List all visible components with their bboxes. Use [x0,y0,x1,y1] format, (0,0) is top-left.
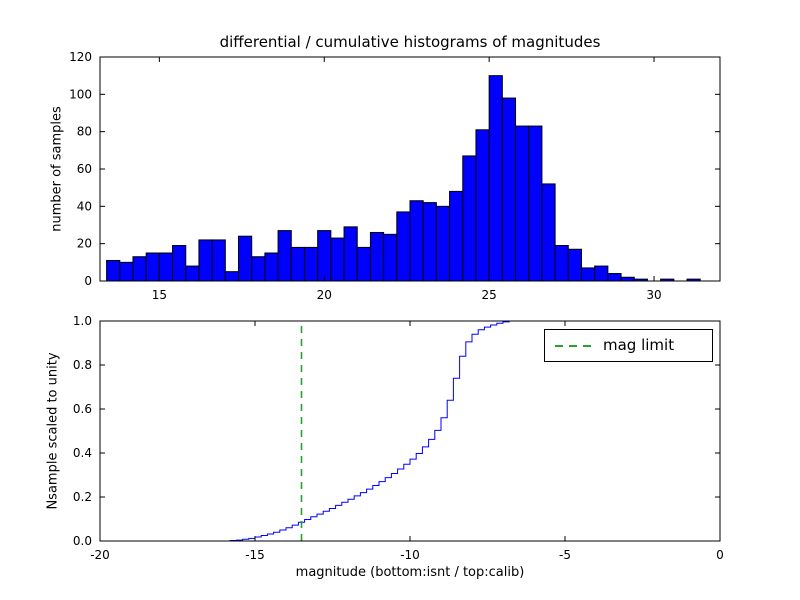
svg-text:0.6: 0.6 [73,402,92,416]
svg-text:0: 0 [716,548,724,562]
svg-text:60: 60 [77,162,92,176]
svg-text:80: 80 [77,125,92,139]
legend-label: mag limit [603,336,675,354]
svg-text:25: 25 [482,288,497,302]
svg-text:-5: -5 [559,548,571,562]
svg-text:120: 120 [69,50,92,64]
svg-text:0.8: 0.8 [73,358,92,372]
svg-text:40: 40 [77,199,92,213]
svg-text:-15: -15 [245,548,265,562]
svg-text:0.0: 0.0 [73,534,92,548]
svg-text:0: 0 [84,274,92,288]
svg-text:-10: -10 [400,548,420,562]
svg-text:0.2: 0.2 [73,490,92,504]
legend: mag limit [544,329,713,362]
svg-text:15: 15 [152,288,167,302]
svg-text:20: 20 [317,288,332,302]
svg-text:100: 100 [69,87,92,101]
bottom-xlabel: magnitude (bottom:isnt / top:calib) [295,565,525,580]
svg-text:0.4: 0.4 [73,446,92,460]
svg-text:1.0: 1.0 [73,314,92,328]
svg-text:-20: -20 [90,548,110,562]
bottom-ylabel: Nsample scaled to unity [45,352,61,510]
svg-text:30: 30 [646,288,661,302]
svg-text:20: 20 [77,237,92,251]
dashed-line-sample [555,344,592,347]
top-ylabel: number of samples [49,106,65,232]
chart-title: differential / cumulative histograms of … [219,33,601,51]
